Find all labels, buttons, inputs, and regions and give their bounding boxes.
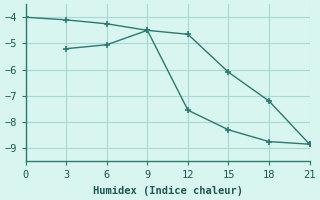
X-axis label: Humidex (Indice chaleur): Humidex (Indice chaleur) [92,186,243,196]
